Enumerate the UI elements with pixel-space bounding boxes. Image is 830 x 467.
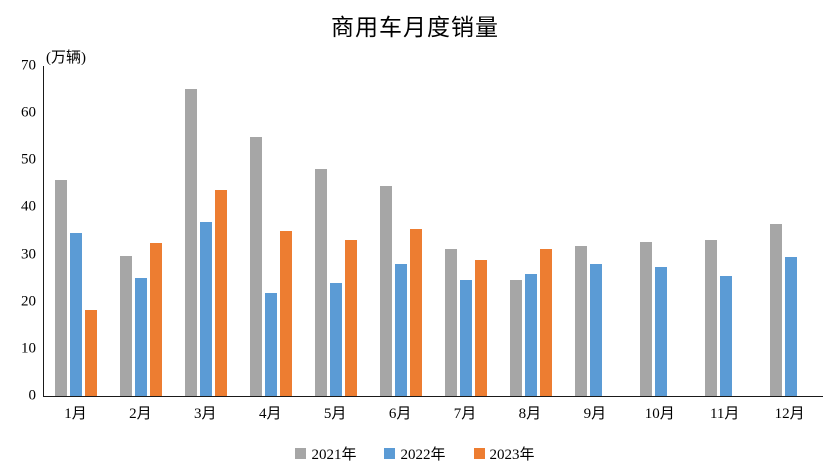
- bar-2023年-7月: [474, 260, 487, 396]
- bar-2022年-8月: [524, 273, 537, 396]
- legend-label-2022: 2022年: [400, 447, 446, 463]
- bar-group-3月: [174, 66, 239, 396]
- bar-group-9月: [563, 66, 628, 396]
- bar-2021年-12月: [769, 223, 782, 396]
- x-axis-label-8月: 8月: [518, 406, 542, 422]
- y-tick-label-30: 30: [21, 246, 36, 263]
- bar-group-1月: [44, 66, 109, 396]
- bar-2023年-6月: [410, 228, 423, 396]
- legend-label-2021: 2021年: [311, 447, 357, 463]
- bar-2023年-4月: [280, 231, 293, 396]
- chart-legend: 2021年 2022年 2023年: [0, 443, 830, 464]
- bar-2021年-10月: [639, 241, 652, 396]
- y-tick-label-40: 40: [21, 198, 36, 215]
- y-tick-label-50: 50: [21, 151, 36, 168]
- bar-2023年-5月: [345, 240, 358, 396]
- bar-2022年-7月: [459, 280, 472, 396]
- bar-group-5月: [304, 66, 369, 396]
- bar-2021年-8月: [509, 279, 522, 396]
- x-axis-label-9月: 9月: [583, 406, 607, 422]
- bar-2022年-6月: [395, 263, 408, 396]
- bar-2021年-3月: [185, 88, 198, 396]
- y-axis-unit-label: (万辆): [46, 50, 86, 66]
- bar-2023年-2月: [150, 243, 163, 396]
- bar-2022年-10月: [654, 266, 667, 396]
- x-axis-label-6月: 6月: [388, 406, 412, 422]
- bar-group-12月: [758, 66, 823, 396]
- legend-swatch-2022: [384, 448, 396, 459]
- x-axis-label-5月: 5月: [323, 406, 347, 422]
- bar-2022年-5月: [330, 282, 343, 396]
- x-axis-label-10月: 10月: [644, 406, 675, 422]
- bar-2021年-5月: [315, 169, 328, 396]
- x-axis-label-3月: 3月: [194, 406, 217, 422]
- bar-2021年-9月: [574, 246, 587, 396]
- x-axis-label-12月: 12月: [774, 406, 805, 422]
- x-axis-labels: 1月 2月 3月 4月 5月 6月 7月 8月 9月 10月 11月 12月: [43, 402, 822, 423]
- bar-2021年-4月: [250, 136, 263, 396]
- legend-item-2022: 2022年: [384, 443, 446, 464]
- bar-2022年-1月: [70, 233, 83, 396]
- bar-2022年-4月: [265, 293, 278, 396]
- bar-group-11月: [693, 66, 758, 396]
- x-axis-label-11月: 11月: [709, 406, 740, 422]
- bar-group-4月: [239, 66, 304, 396]
- y-tick-label-0: 0: [28, 387, 37, 404]
- bar-group-7月: [434, 66, 499, 396]
- bar-2022年-9月: [589, 263, 602, 396]
- x-axis-label-1月: 1月: [64, 406, 87, 422]
- x-axis-label-2月: 2月: [129, 406, 152, 422]
- legend-item-2023: 2023年: [473, 443, 535, 464]
- bar-2023年-8月: [539, 249, 552, 396]
- x-axis-label-4月: 4月: [258, 406, 282, 422]
- bar-2021年-6月: [380, 185, 393, 396]
- chart-title: 商用车月度销量: [331, 15, 499, 40]
- y-tick-label-70: 70: [21, 57, 36, 74]
- bar-group-6月: [369, 66, 434, 396]
- y-tick-label-60: 60: [21, 104, 36, 121]
- legend-item-2021: 2021年: [295, 443, 356, 464]
- bar-2022年-3月: [200, 221, 213, 396]
- y-tick-label-10: 10: [21, 340, 36, 357]
- bar-2021年-7月: [444, 248, 457, 396]
- bar-2022年-11月: [719, 275, 732, 396]
- bar-2022年-12月: [784, 257, 797, 396]
- bar-2023年-3月: [215, 190, 228, 396]
- plot-area: [43, 66, 823, 397]
- bar-2021年-2月: [120, 256, 133, 396]
- legend-swatch-2021: [295, 448, 307, 459]
- bar-2021年-11月: [704, 239, 717, 396]
- legend-swatch-2023: [473, 448, 485, 459]
- legend-label-2023: 2023年: [489, 447, 535, 463]
- x-axis-label-7月: 7月: [453, 406, 477, 422]
- bar-2021年-1月: [55, 180, 68, 396]
- y-tick-label-20: 20: [21, 293, 36, 310]
- bar-group-2月: [109, 66, 174, 396]
- bar-2022年-2月: [135, 277, 148, 396]
- bar-group-8月: [498, 66, 563, 396]
- bar-2023年-1月: [85, 309, 98, 396]
- bar-group-10月: [628, 66, 693, 396]
